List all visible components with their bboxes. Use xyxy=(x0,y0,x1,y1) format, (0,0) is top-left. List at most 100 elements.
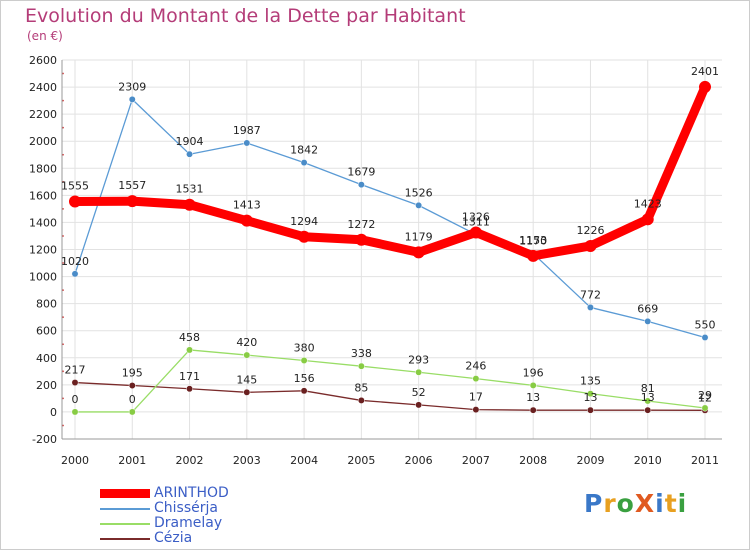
data-label: 458 xyxy=(179,331,200,344)
y-minor-tick xyxy=(62,99,64,102)
data-label: 420 xyxy=(236,336,257,349)
data-label: 1987 xyxy=(233,124,261,137)
data-label: 52 xyxy=(412,386,426,399)
data-label: 217 xyxy=(65,364,86,377)
data-point xyxy=(415,368,423,376)
data-point xyxy=(644,397,652,405)
data-point xyxy=(243,351,251,359)
data-point xyxy=(584,239,597,252)
y-minor-tick xyxy=(62,72,64,75)
data-label: 17 xyxy=(469,391,483,404)
data-point xyxy=(240,214,253,227)
legend-label: Cézia xyxy=(154,530,193,546)
y-minor-tick xyxy=(62,424,64,427)
data-label: 1557 xyxy=(118,179,146,192)
legend-item: Dramelay xyxy=(100,515,229,531)
data-label: 246 xyxy=(465,360,486,373)
data-point xyxy=(641,213,654,226)
data-point xyxy=(357,181,365,189)
data-label: 2401 xyxy=(691,65,719,78)
data-label: 0 xyxy=(129,393,136,406)
data-label: 13 xyxy=(526,391,540,404)
data-point xyxy=(298,230,311,243)
x-tick-label: 2006 xyxy=(405,454,433,467)
y-tick-label: 1400 xyxy=(29,216,57,229)
data-point xyxy=(243,388,251,396)
data-label: 1311 xyxy=(462,215,490,228)
y-tick-label: 2000 xyxy=(29,135,57,148)
data-point xyxy=(243,139,251,147)
y-tick-label: 1800 xyxy=(29,162,57,175)
data-point xyxy=(355,233,368,246)
data-label: 1904 xyxy=(176,135,204,148)
data-point xyxy=(357,362,365,370)
y-minor-tick xyxy=(62,370,64,373)
legend-label: ARINTHOD xyxy=(154,485,229,501)
y-minor-tick xyxy=(62,126,64,129)
x-tick-label: 2007 xyxy=(462,454,490,467)
data-label: 85 xyxy=(354,381,368,394)
data-point xyxy=(300,387,308,395)
y-tick-label: 200 xyxy=(36,379,57,392)
data-point xyxy=(587,390,594,398)
data-label: 338 xyxy=(351,347,372,360)
data-label: 1555 xyxy=(61,179,89,192)
data-point xyxy=(300,357,308,364)
legend-item: ARINTHOD xyxy=(100,485,229,501)
legend-swatch xyxy=(100,507,150,510)
x-tick-label: 2000 xyxy=(61,454,89,467)
y-minor-tick xyxy=(62,235,64,237)
data-point xyxy=(186,385,193,393)
data-label: 380 xyxy=(294,341,315,354)
chart-title: Evolution du Montant de la Dette par Hab… xyxy=(25,5,466,27)
x-tick-label: 2003 xyxy=(233,454,261,467)
x-tick-label: 2008 xyxy=(519,454,547,467)
data-point xyxy=(701,334,709,341)
x-tick-label: 2010 xyxy=(634,454,662,467)
y-minor-tick xyxy=(62,397,64,400)
y-tick-label: 2600 xyxy=(29,54,57,67)
data-label: 1226 xyxy=(576,224,604,237)
data-point xyxy=(469,226,482,239)
x-tick-label: 2002 xyxy=(176,454,204,467)
y-tick-label: 1200 xyxy=(29,244,57,257)
data-point xyxy=(71,270,79,278)
x-tick-label: 2001 xyxy=(118,454,146,467)
data-label: 13 xyxy=(641,391,655,404)
x-tick-label: 2009 xyxy=(576,454,604,467)
data-point xyxy=(186,346,193,354)
data-label: 772 xyxy=(580,288,601,301)
y-tick-label: 800 xyxy=(36,298,57,311)
data-label: 1294 xyxy=(290,215,318,228)
data-point xyxy=(529,406,537,414)
legend-item: Cézia xyxy=(100,530,229,546)
data-label: 1413 xyxy=(233,199,261,212)
data-point xyxy=(357,396,365,404)
series-line-dramelay xyxy=(74,349,706,413)
data-label: 1020 xyxy=(61,255,89,268)
data-point xyxy=(644,317,652,325)
data-point xyxy=(587,406,594,414)
data-label: 195 xyxy=(122,367,143,380)
data-point xyxy=(128,95,136,103)
x-tick-label: 2004 xyxy=(290,454,318,467)
y-tick-label: 2200 xyxy=(29,108,57,121)
data-label: 1423 xyxy=(634,197,662,210)
y-minor-tick xyxy=(62,343,64,346)
data-point xyxy=(71,379,79,387)
legend-label: Dramelay xyxy=(154,515,223,531)
data-label: 156 xyxy=(294,372,315,385)
y-tick-label: -200 xyxy=(32,433,57,446)
data-point xyxy=(644,406,652,414)
data-label: 1679 xyxy=(347,166,375,179)
legend-swatch xyxy=(100,537,150,540)
data-label: 13 xyxy=(583,391,597,404)
data-point xyxy=(128,382,136,389)
data-label: 196 xyxy=(523,366,544,379)
data-label: 293 xyxy=(408,353,429,366)
y-tick-label: 1600 xyxy=(29,189,57,202)
x-tick-label: 2011 xyxy=(691,454,719,467)
proxiti-logo: ProXiti xyxy=(584,489,688,518)
